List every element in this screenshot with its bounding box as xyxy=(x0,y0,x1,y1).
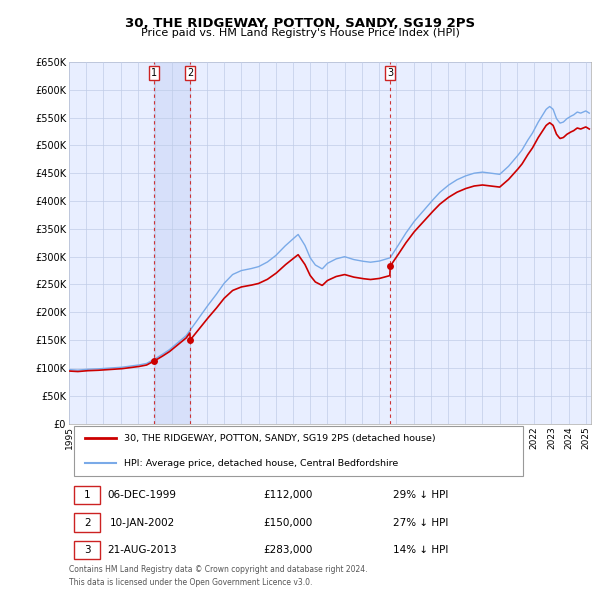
Text: 1: 1 xyxy=(151,68,157,78)
Text: This data is licensed under the Open Government Licence v3.0.: This data is licensed under the Open Gov… xyxy=(69,578,313,587)
Text: HPI: Average price, detached house, Central Bedfordshire: HPI: Average price, detached house, Cent… xyxy=(124,458,398,468)
Text: £283,000: £283,000 xyxy=(263,545,313,555)
Text: 10-JAN-2002: 10-JAN-2002 xyxy=(109,517,175,527)
Text: 06-DEC-1999: 06-DEC-1999 xyxy=(107,490,176,500)
FancyBboxPatch shape xyxy=(74,513,100,532)
Bar xyxy=(154,62,190,424)
Text: Contains HM Land Registry data © Crown copyright and database right 2024.: Contains HM Land Registry data © Crown c… xyxy=(69,565,367,573)
Text: 21-AUG-2013: 21-AUG-2013 xyxy=(107,545,177,555)
Text: 29% ↓ HPI: 29% ↓ HPI xyxy=(392,490,448,500)
Text: £150,000: £150,000 xyxy=(263,517,313,527)
Text: 27% ↓ HPI: 27% ↓ HPI xyxy=(392,517,448,527)
Text: 2: 2 xyxy=(84,517,91,527)
Text: £112,000: £112,000 xyxy=(263,490,313,500)
Text: 14% ↓ HPI: 14% ↓ HPI xyxy=(392,545,448,555)
Text: 3: 3 xyxy=(387,68,393,78)
Text: 30, THE RIDGEWAY, POTTON, SANDY, SG19 2PS: 30, THE RIDGEWAY, POTTON, SANDY, SG19 2P… xyxy=(125,17,475,30)
Text: 30, THE RIDGEWAY, POTTON, SANDY, SG19 2PS (detached house): 30, THE RIDGEWAY, POTTON, SANDY, SG19 2P… xyxy=(124,434,436,442)
Text: 2: 2 xyxy=(187,68,193,78)
Text: Price paid vs. HM Land Registry's House Price Index (HPI): Price paid vs. HM Land Registry's House … xyxy=(140,28,460,38)
FancyBboxPatch shape xyxy=(74,541,100,559)
Text: 1: 1 xyxy=(84,490,91,500)
Text: 3: 3 xyxy=(84,545,91,555)
FancyBboxPatch shape xyxy=(74,426,523,476)
FancyBboxPatch shape xyxy=(74,486,100,504)
